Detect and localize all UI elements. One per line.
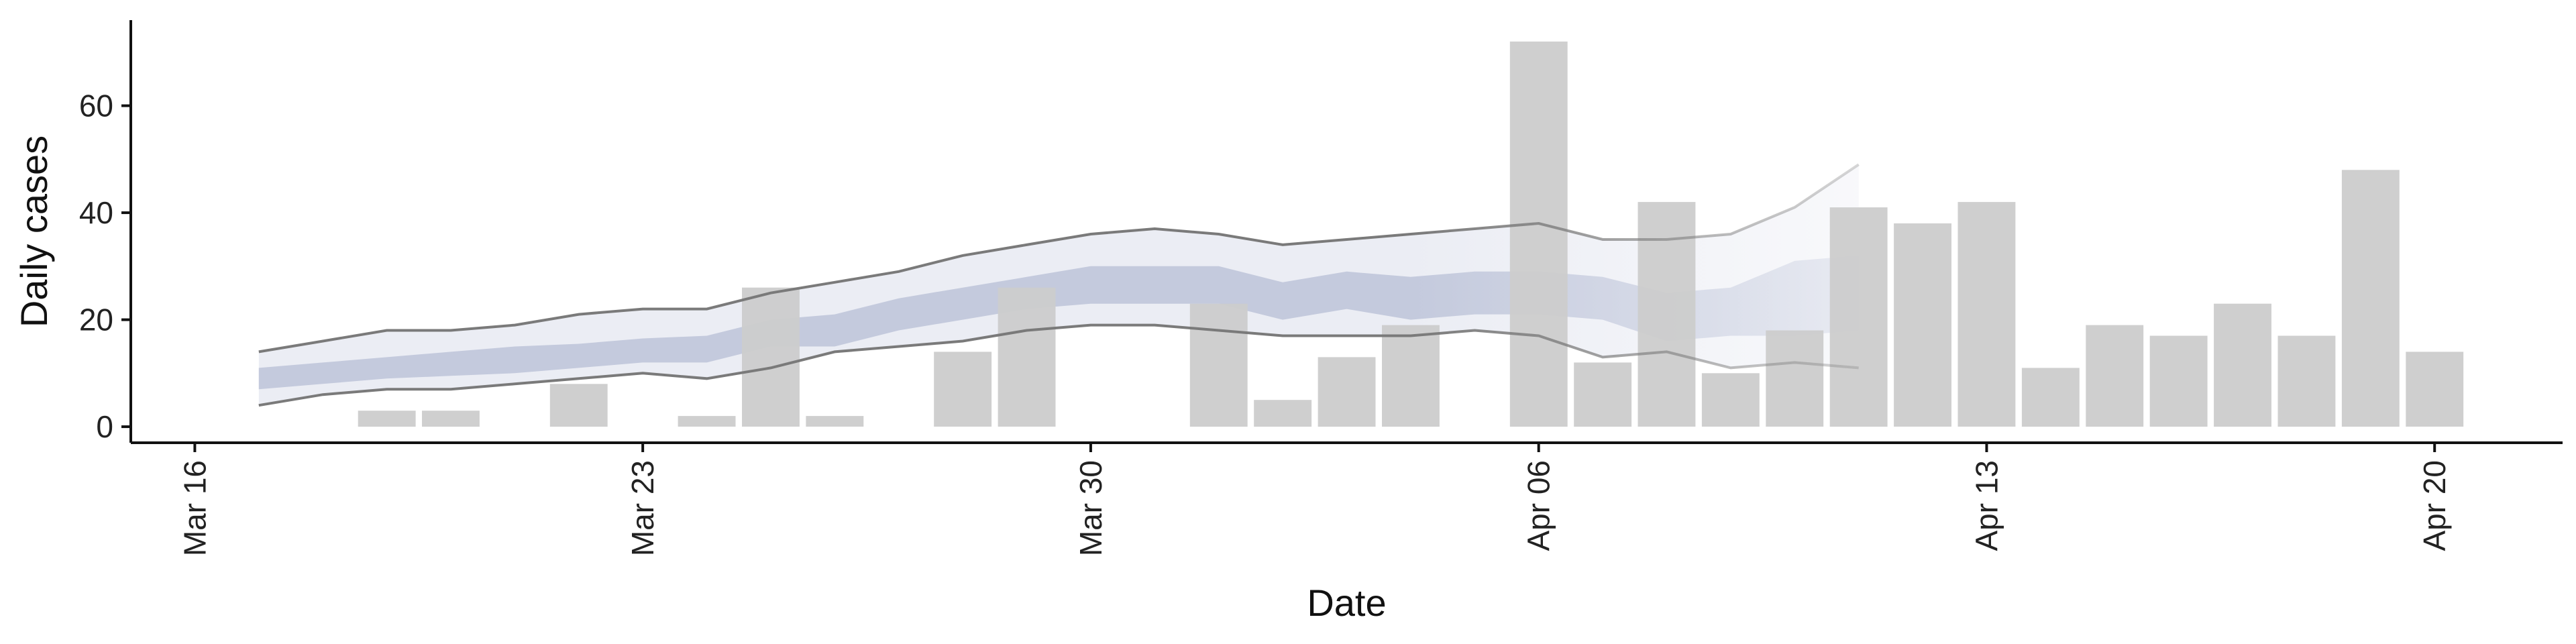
x-axis-title: Date <box>1307 582 1386 624</box>
bar-2020-04-04 <box>1382 325 1440 427</box>
inner-band <box>258 255 1859 390</box>
bar-2020-04-08 <box>1638 202 1696 427</box>
bar-2020-03-28 <box>934 352 992 427</box>
bar-2020-03-20 <box>422 411 480 427</box>
x-tick-label-2020-03-30: Mar 30 <box>1073 460 1108 556</box>
bar-2020-04-06 <box>1509 41 1568 427</box>
bar-2020-03-24 <box>678 416 736 427</box>
bar-2020-04-15 <box>2086 325 2144 427</box>
y-tick-label-20: 20 <box>79 303 113 337</box>
ribbon-layer <box>258 164 1859 406</box>
bar-2020-04-01 <box>1189 303 1248 427</box>
bar-2020-03-19 <box>358 411 416 427</box>
lower-bound-line <box>258 323 1859 407</box>
x-tick-label-2020-03-16: Mar 16 <box>177 460 212 556</box>
y-tick-label-40: 40 <box>79 195 113 230</box>
y-axis-title: Daily cases <box>13 136 55 327</box>
x-tick-label-2020-04-13: Apr 13 <box>1969 460 2004 551</box>
bar-2020-04-16 <box>2149 335 2208 427</box>
bar-2020-03-29 <box>998 287 1056 427</box>
x-tick-label-2020-04-20: Apr 20 <box>2417 460 2452 551</box>
bar-2020-04-11 <box>1829 207 1888 427</box>
bar-2020-04-14 <box>2021 368 2080 427</box>
y-tick-label-60: 60 <box>79 89 113 123</box>
bar-2020-04-12 <box>1894 223 1951 427</box>
bar-2020-04-19 <box>2341 170 2400 427</box>
x-tick-label-2020-04-06: Apr 06 <box>1521 460 1556 551</box>
x-tick-label-2020-03-23: Mar 23 <box>625 460 660 556</box>
y-tick-label-0: 0 <box>96 409 113 444</box>
upper-bound-line <box>258 163 1860 354</box>
bar-2020-04-18 <box>2277 335 2336 427</box>
bar-2020-04-09 <box>1701 373 1760 427</box>
bar-2020-03-25 <box>742 287 800 427</box>
bar-2020-04-02 <box>1254 400 1312 427</box>
bar-2020-04-03 <box>1318 357 1376 427</box>
bar-2020-03-26 <box>806 416 864 427</box>
bar-2020-04-10 <box>1766 330 1824 427</box>
bar-2020-03-22 <box>549 384 608 427</box>
bar-2020-04-13 <box>1957 202 2016 427</box>
axis-layer <box>129 20 2563 444</box>
bar-2020-04-07 <box>1574 362 1632 427</box>
bar-2020-04-20 <box>2406 352 2464 427</box>
line-layer <box>258 163 1860 407</box>
bar-layer <box>358 41 2464 427</box>
tick-layer: 0 20 40 60 Mar 16 Mar 23 Mar 30 Apr 06 Apr 13 Apr… <box>79 89 2452 557</box>
bar-2020-04-17 <box>2214 303 2271 427</box>
